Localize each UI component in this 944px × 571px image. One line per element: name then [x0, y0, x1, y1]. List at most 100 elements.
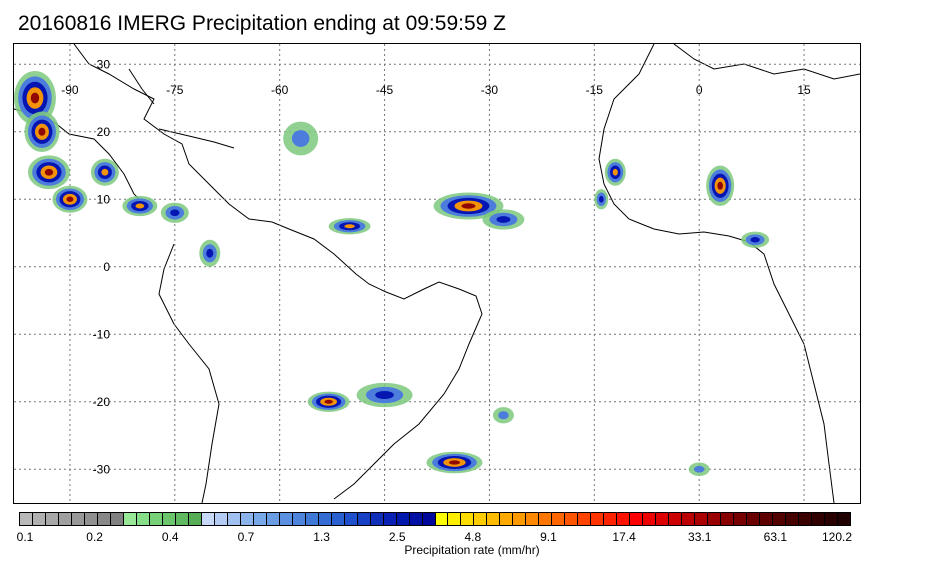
colorbar-segment [383, 513, 397, 525]
florida-cuba [128, 68, 235, 149]
colorbar-tick-label: 1.3 [313, 530, 330, 544]
colorbar-segment [188, 513, 202, 525]
colorbar-segment [344, 513, 358, 525]
rain-cell [101, 168, 109, 176]
colorbar-segment [552, 513, 566, 525]
latitude-label: 10 [97, 192, 111, 206]
rain-cell [38, 127, 46, 136]
colorbar-segment [201, 513, 215, 525]
colorbar-tick-label: 0.2 [86, 530, 103, 544]
colorbar-segment [604, 513, 618, 525]
colorbar-tick-label: 0.4 [161, 530, 179, 544]
longitude-label: -45 [376, 83, 394, 97]
colorbar-tick-label: 0.7 [237, 530, 255, 544]
rain-cell [30, 92, 40, 104]
colorbar-segment [318, 513, 332, 525]
rain-cell [375, 390, 394, 400]
colorbar-segment [708, 513, 722, 525]
coastlines [14, 44, 860, 503]
colorbar-tick-label: 33.1 [688, 530, 712, 544]
colorbar-segment [747, 513, 761, 525]
colorbar-segment [448, 513, 462, 525]
colorbar-segment [123, 513, 137, 525]
colorbar-segment [812, 513, 826, 525]
longitude-label: 15 [797, 83, 811, 97]
colorbar-segment [695, 513, 709, 525]
colorbar-segment [773, 513, 787, 525]
colorbar-segment [71, 513, 85, 525]
colorbar-segment [396, 513, 410, 525]
longitude-label: -30 [481, 83, 499, 97]
rain-cell [461, 203, 476, 209]
longitude-label: -75 [166, 83, 184, 97]
colorbar-segment [682, 513, 696, 525]
colorbar-tick-label: 4.8 [464, 530, 482, 544]
colorbar-segment [20, 513, 33, 525]
rain-cell [612, 168, 618, 176]
colorbar-segment [721, 513, 735, 525]
colorbar-segment [513, 513, 527, 525]
colorbar-segment [175, 513, 189, 525]
colorbar-tick-label: 17.4 [612, 530, 636, 544]
colorbar-segment [643, 513, 657, 525]
longitude-label: 0 [696, 83, 703, 97]
rain-cell [170, 209, 180, 217]
colorbar-title: Precipitation rate (mm/hr) [404, 543, 540, 557]
colorbar-segment [305, 513, 319, 525]
rain-cell [496, 216, 511, 223]
colorbar-segment [292, 513, 306, 525]
rain-cell [291, 130, 310, 147]
colorbar-segment [45, 513, 59, 525]
latitude-label: 0 [103, 260, 110, 274]
colorbar-segment [838, 513, 850, 525]
colorbar-segment [474, 513, 488, 525]
colorbar-segment [565, 513, 579, 525]
colorbar-tick-label: 2.5 [388, 530, 406, 544]
colorbar-segment [734, 513, 748, 525]
latitude-label: -10 [93, 327, 111, 341]
rain-cell [750, 237, 760, 243]
colorbar-segment [539, 513, 553, 525]
rain-cell [344, 224, 355, 229]
europe-coast [673, 44, 860, 80]
latitude-label: 30 [97, 57, 111, 71]
colorbar-segment [578, 513, 592, 525]
colorbar-tick-label: 0.1 [16, 530, 34, 544]
rain-cell [717, 181, 723, 190]
map-canvas: -90 -75 -60 -45 -30 -15 0 15 30 20 10 0 -10 -20 -30 [14, 44, 860, 503]
latitude-label: 20 [97, 125, 111, 139]
rain-cell [598, 195, 604, 203]
colorbar-segment [487, 513, 501, 525]
rain-systems [14, 71, 770, 476]
graticule [14, 44, 860, 503]
colorbar-segment [227, 513, 241, 525]
colorbar-segment [435, 513, 449, 525]
longitude-label: -90 [61, 83, 79, 97]
south-america-coast [158, 243, 483, 503]
colorbar-segment [84, 513, 98, 525]
colorbar-segment [422, 513, 436, 525]
rain-cell [206, 248, 214, 258]
rain-cell [44, 168, 54, 176]
colorbar-segment [58, 513, 72, 525]
colorbar-segment [370, 513, 384, 525]
colorbar-tick-label: 9.1 [540, 530, 557, 544]
colorbar-segment [760, 513, 774, 525]
colorbar-segment [331, 513, 345, 525]
rain-cell [693, 465, 705, 473]
colorbar-segment [409, 513, 423, 525]
colorbar-segment [786, 513, 800, 525]
rain-cell [498, 411, 509, 420]
colorbar-segment [266, 513, 280, 525]
colorbar-segment [526, 513, 540, 525]
colorbar-segment [136, 513, 150, 525]
precipitation-map: -90 -75 -60 -45 -30 -15 0 15 30 20 10 0 -10 -20 -30 [13, 43, 861, 504]
colorbar-segment [656, 513, 670, 525]
latitude-label: -20 [93, 395, 111, 409]
colorbar-segment [32, 513, 46, 525]
colorbar-segment [279, 513, 293, 525]
colorbar-segment [617, 513, 631, 525]
colorbar-segment [630, 513, 644, 525]
rain-cell [66, 196, 74, 202]
latitude-label: -30 [93, 462, 111, 476]
